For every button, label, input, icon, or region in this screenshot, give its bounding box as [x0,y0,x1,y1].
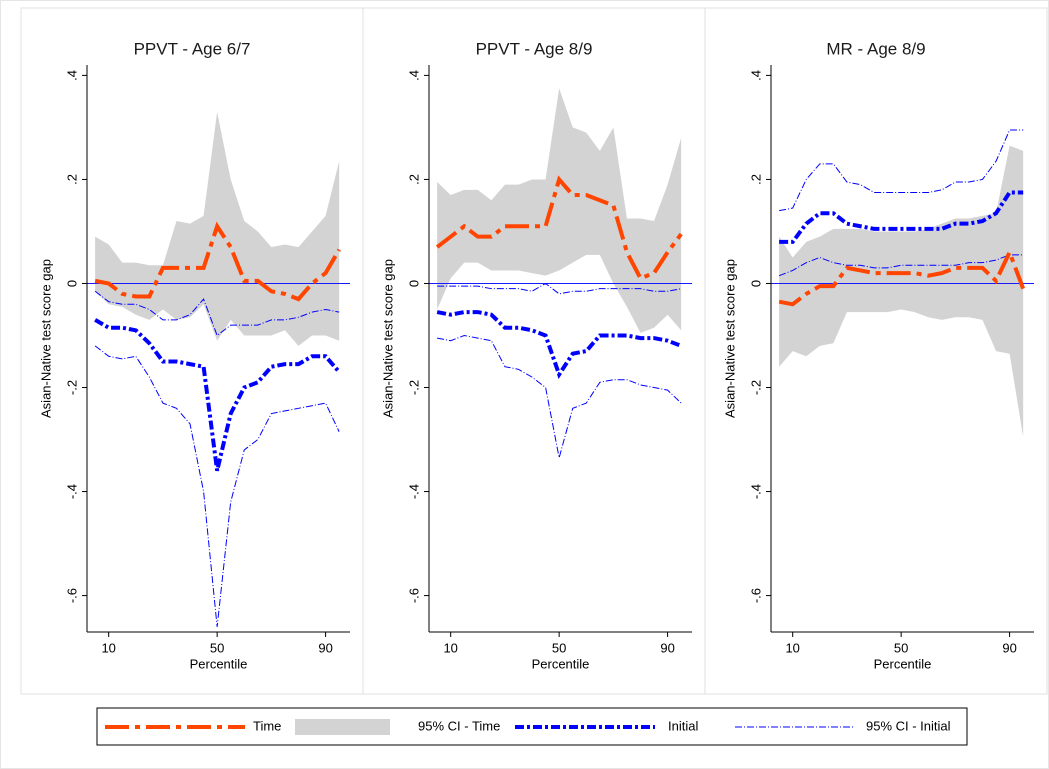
x-tick-label: 90 [318,640,332,655]
x-tick-label: 10 [101,640,115,655]
y-tick-label: .4 [406,70,421,81]
y-tick-label: -.4 [64,484,79,499]
y-tick-label: .4 [748,70,763,81]
x-axis-label: Percentile [532,656,590,671]
y-tick-label: 0 [64,280,79,287]
ci-initial-upper [94,290,340,337]
y-tick-label: -.2 [406,380,421,395]
y-tick-label: -.2 [64,380,79,395]
ci-band [437,88,682,333]
y-tick-label: -.6 [748,588,763,603]
initial-line [436,310,682,380]
ci-initial-upper [779,129,1024,212]
panel-title: PPVT - Age 6/7 [134,39,251,58]
legend-label: Time [253,718,281,733]
x-tick-label: 90 [1002,640,1016,655]
y-tick-label: -.6 [406,588,421,603]
x-axis-label: Percentile [874,656,932,671]
legend-label: 95% CI - Time [418,718,500,733]
panel-title: MR - Age 8/9 [826,39,925,58]
ci-initial-lower [437,334,682,458]
y-tick-label: 0 [748,280,763,287]
y-tick-label: .2 [406,174,421,185]
ci-initial-lower [778,254,1024,277]
y-tick-label: .2 [64,174,79,185]
x-tick-label: 50 [552,640,566,655]
y-axis-label: Asian-Native test score gap [722,259,737,418]
x-tick-label: 10 [443,640,457,655]
x-tick-label: 50 [210,640,224,655]
ci-initial-upper [437,282,682,295]
y-tick-label: -.2 [748,380,763,395]
y-tick-label: -.4 [748,484,763,499]
panels-frame [20,7,1048,695]
time-line [94,221,341,302]
y-tick-label: .2 [748,174,763,185]
legend-label: 95% CI - Initial [866,718,951,733]
y-tick-label: -.6 [64,588,79,603]
ci-initial-lower [94,345,340,627]
legend-swatch [295,719,390,735]
x-axis-label: Percentile [190,656,248,671]
x-tick-label: 90 [660,640,674,655]
time-line [435,175,683,281]
panel-title: PPVT - Age 8/9 [476,39,593,58]
y-axis-label: Asian-Native test score gap [380,259,395,418]
y-tick-label: 0 [406,280,421,287]
initial-line [779,190,1024,244]
time-line [778,247,1026,307]
legend-label: Initial [668,718,698,733]
y-axis-label: Asian-Native test score gap [38,259,53,418]
x-tick-label: 50 [894,640,908,655]
y-tick-label: -.4 [406,484,421,499]
initial-line [94,318,341,472]
y-tick-label: .4 [64,70,79,81]
ci-band [779,145,1024,437]
x-tick-label: 10 [785,640,799,655]
